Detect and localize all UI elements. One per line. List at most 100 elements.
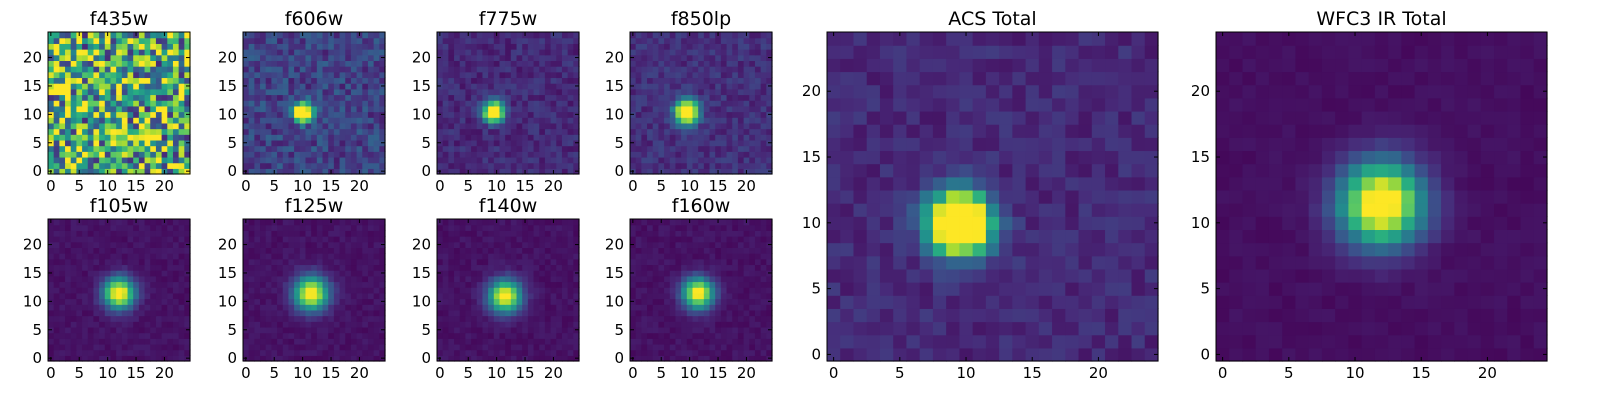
pixel-cell bbox=[715, 326, 722, 334]
pixel-cell bbox=[437, 117, 444, 124]
pixel-cell bbox=[692, 281, 699, 288]
pixel-cell bbox=[539, 77, 546, 84]
pixel-cell bbox=[121, 151, 129, 158]
pixel-cell bbox=[471, 224, 478, 231]
pixel-cell bbox=[167, 156, 174, 164]
pixel-cell bbox=[737, 60, 745, 67]
pixel-cell bbox=[488, 224, 495, 231]
pixel-cell bbox=[476, 349, 484, 356]
pixel-cell bbox=[766, 94, 773, 101]
pixel-cell bbox=[749, 128, 756, 135]
pixel-cell bbox=[465, 338, 472, 345]
pixel-cell bbox=[254, 281, 261, 288]
pixel-cell bbox=[254, 134, 261, 141]
pixel-cell bbox=[465, 94, 472, 101]
pixel-cell bbox=[635, 304, 642, 311]
pixel-cell bbox=[567, 298, 574, 305]
pixel-cell bbox=[448, 298, 455, 305]
pixel-cell bbox=[367, 230, 375, 237]
pixel-cell bbox=[265, 145, 272, 152]
pixel-cell bbox=[150, 309, 157, 317]
pixel-cell bbox=[53, 139, 60, 147]
pixel-cell bbox=[471, 151, 478, 158]
pixel-cell bbox=[362, 66, 369, 73]
pixel-cell bbox=[658, 304, 665, 311]
pixel-cell bbox=[499, 49, 506, 56]
pixel-cell bbox=[675, 326, 682, 334]
pixel-cell bbox=[271, 230, 278, 237]
pixel-cell bbox=[316, 281, 324, 288]
pixel-cell bbox=[243, 253, 250, 260]
pixel-cell bbox=[277, 105, 284, 113]
pixel-cell bbox=[167, 168, 174, 175]
pixel-cell bbox=[692, 349, 699, 356]
pixel-cell bbox=[567, 49, 574, 56]
pixel-cell bbox=[720, 32, 728, 39]
pixel-cell bbox=[533, 332, 540, 339]
pixel-cell bbox=[254, 338, 261, 345]
pixel-cell bbox=[630, 94, 637, 101]
pixel-cell bbox=[641, 145, 648, 152]
pixel-cell bbox=[652, 355, 659, 362]
pixel-cell bbox=[70, 275, 77, 283]
pixel-cell bbox=[567, 151, 574, 158]
pixel-cell bbox=[48, 88, 55, 96]
pixel-cell bbox=[243, 258, 250, 266]
panel-title: f435w bbox=[90, 8, 149, 30]
x-tick-label: 10 bbox=[293, 177, 312, 195]
pixel-cell bbox=[155, 270, 163, 277]
pixel-cell bbox=[116, 77, 123, 84]
pixel-cell bbox=[567, 168, 574, 175]
pixel-cell bbox=[482, 71, 489, 79]
pixel-cell bbox=[127, 151, 134, 158]
pixel-cell bbox=[345, 287, 352, 294]
pixel-cell bbox=[726, 162, 733, 169]
pixel-cell bbox=[305, 349, 312, 356]
pixel-cell bbox=[760, 162, 767, 169]
pixel-cell bbox=[737, 298, 745, 305]
pixel-cell bbox=[288, 43, 295, 50]
pixel-cell bbox=[754, 122, 762, 130]
pixel-cell bbox=[652, 151, 659, 158]
pixel-cell bbox=[339, 241, 346, 248]
pixel-cell bbox=[367, 128, 375, 135]
pixel-cell bbox=[144, 275, 151, 283]
pixel-cell bbox=[172, 105, 180, 113]
pixel-cell bbox=[87, 71, 95, 79]
pixel-cell bbox=[294, 83, 301, 90]
pixel-cell bbox=[294, 304, 301, 311]
pixel-cell bbox=[686, 83, 694, 90]
pixel-cell bbox=[110, 332, 117, 339]
pixel-cell bbox=[350, 236, 358, 243]
pixel-cell bbox=[322, 37, 329, 44]
pixel-cell bbox=[127, 253, 134, 260]
pixel-cell bbox=[561, 275, 569, 283]
pixel-cell bbox=[161, 139, 168, 147]
pixel-cell bbox=[99, 122, 106, 130]
pixel-cell bbox=[471, 219, 478, 226]
pixel-cell bbox=[754, 326, 762, 334]
pixel-cell bbox=[322, 111, 329, 118]
pixel-cell bbox=[539, 162, 546, 169]
pixel-cell bbox=[104, 156, 112, 164]
pixel-cell bbox=[760, 43, 767, 50]
pixel-cell bbox=[178, 224, 185, 231]
pixel-cell bbox=[116, 338, 123, 345]
pixel-cell bbox=[271, 264, 278, 271]
pixel-cell bbox=[144, 253, 151, 260]
pixel-cell bbox=[505, 219, 512, 226]
pixel-cell bbox=[692, 139, 699, 147]
pixel-cell bbox=[482, 332, 489, 339]
pixel-cell bbox=[544, 236, 552, 243]
pixel-cell bbox=[550, 298, 557, 305]
pixel-cell bbox=[248, 236, 255, 243]
x-tick-label: 20 bbox=[544, 364, 563, 382]
pixel-cell bbox=[766, 309, 773, 317]
pixel-cell bbox=[271, 326, 278, 334]
pixel-cell bbox=[356, 156, 363, 164]
pixel-cell bbox=[260, 145, 267, 152]
pixel-cell bbox=[328, 236, 335, 243]
pixel-cell bbox=[144, 139, 151, 147]
pixel-cell bbox=[754, 355, 762, 362]
pixel-cell bbox=[362, 281, 369, 288]
